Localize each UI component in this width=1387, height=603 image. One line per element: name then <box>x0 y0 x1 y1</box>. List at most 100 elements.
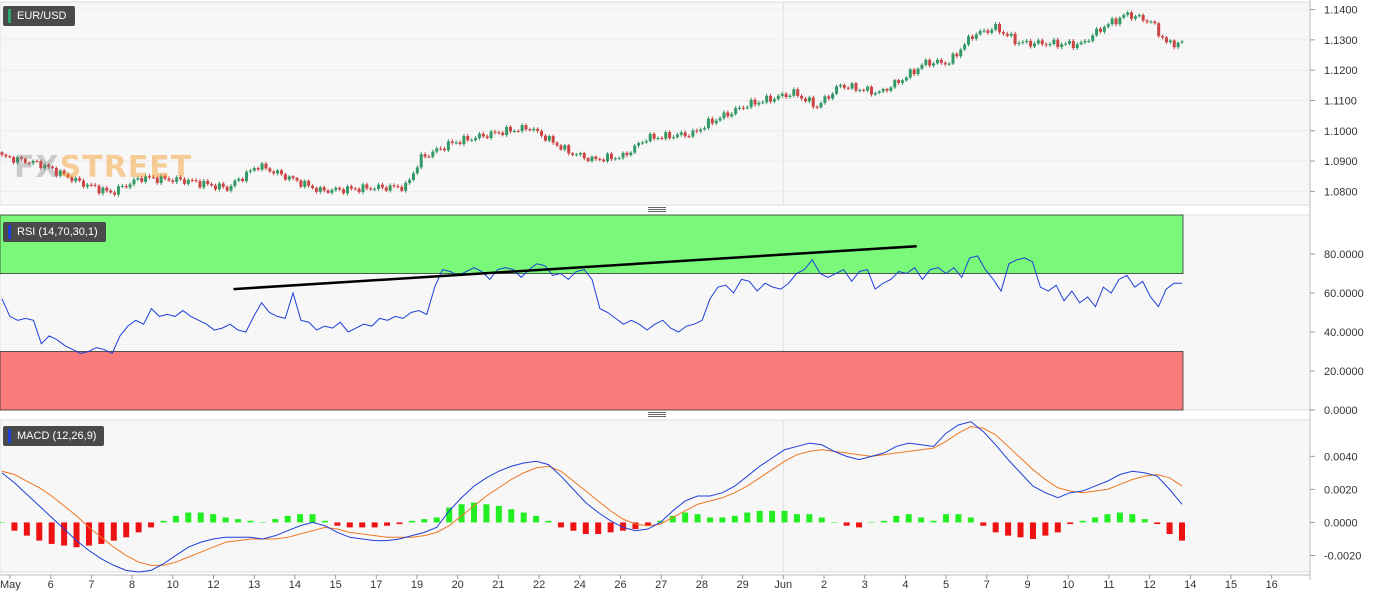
candle-body <box>1025 40 1029 43</box>
candle-body <box>939 59 943 63</box>
macd-histogram-bar <box>110 522 117 541</box>
candle-body <box>256 168 260 170</box>
candle-body <box>4 154 8 157</box>
candle-body <box>311 185 315 189</box>
candle-body <box>179 177 183 180</box>
candle-body <box>540 130 544 136</box>
candle-body <box>1001 32 1005 34</box>
rsi-tick-label: 40.0000 <box>1324 327 1364 339</box>
candle-body <box>532 128 536 131</box>
candle-body <box>827 96 831 99</box>
pane-resize-handle[interactable] <box>648 412 666 418</box>
macd-tick-label: 0.0000 <box>1324 517 1358 529</box>
candle-body <box>1145 20 1149 22</box>
time-tick-label: 15 <box>1225 579 1237 591</box>
candle-body <box>210 184 214 186</box>
candle-body <box>660 138 664 140</box>
candle-body <box>516 131 520 133</box>
macd-histogram-bar <box>856 522 863 528</box>
candle-body <box>590 156 594 162</box>
candle-body <box>470 140 474 142</box>
price-tick-label: 1.1200 <box>1324 65 1358 77</box>
candle-body <box>105 187 109 191</box>
time-tick-label: May <box>0 579 21 591</box>
time-tick-label: 14 <box>1184 579 1196 591</box>
candle-body <box>404 182 408 191</box>
candle-body <box>477 133 481 139</box>
candle-body <box>446 141 450 151</box>
candle-body <box>213 185 217 190</box>
time-tick-label: 2 <box>821 579 827 591</box>
macd-histogram-bar <box>1154 522 1161 525</box>
macd-histogram-bar <box>533 515 540 523</box>
candle-body <box>629 152 633 156</box>
candle-body <box>78 178 82 181</box>
candle-body <box>144 176 148 182</box>
candle-body <box>1176 42 1180 48</box>
candle-body <box>190 179 194 181</box>
candle-body <box>198 181 202 188</box>
macd-histogram-bar <box>545 520 552 523</box>
fxstreet-watermark: FXSTREET <box>14 150 192 185</box>
rsi-label: RSI (14,70,30,1) <box>3 222 106 242</box>
candle-body <box>1079 42 1083 45</box>
macd-histogram-bar <box>235 519 241 523</box>
candle-body <box>741 107 745 109</box>
macd-histogram-bar <box>793 514 800 523</box>
macd-histogram-bar <box>1054 522 1061 533</box>
candle-body <box>462 136 466 145</box>
candle-body <box>136 178 140 180</box>
candle-body <box>1013 33 1017 44</box>
macd-histogram-bar <box>731 515 738 523</box>
candle-body <box>1067 40 1071 44</box>
macd-histogram-bar <box>23 522 30 536</box>
time-tick-label: 19 <box>411 579 423 591</box>
macd-histogram-bar <box>1017 522 1024 538</box>
candle-body <box>602 159 606 162</box>
macd-histogram-bar <box>1129 514 1136 523</box>
candle-body <box>419 154 423 168</box>
candle-body <box>276 170 280 174</box>
candle-body <box>318 187 322 192</box>
macd-histogram-bar <box>1029 522 1036 539</box>
candle-body <box>904 77 908 81</box>
macd-histogram-bar <box>508 509 515 523</box>
macd-histogram-bar <box>644 522 651 526</box>
candle-body <box>897 80 901 83</box>
time-tick-label: 27 <box>655 579 667 591</box>
candle-body <box>287 176 291 180</box>
candle-body <box>248 170 252 172</box>
macd-histogram-bar <box>893 515 900 523</box>
macd-tick-label: 0.0040 <box>1324 451 1358 463</box>
candle-body <box>1075 44 1079 49</box>
time-tick-label: 24 <box>574 579 586 591</box>
candle-body <box>427 156 431 158</box>
candle-body <box>82 180 86 187</box>
candle-body <box>369 188 373 190</box>
macd-histogram-bar <box>384 522 391 526</box>
macd-histogram-bar <box>818 517 825 523</box>
candle-body <box>458 142 462 145</box>
macd-histogram-bar <box>918 517 925 523</box>
macd-histogram-bar <box>123 522 130 538</box>
candle-body <box>1157 23 1161 37</box>
candle-body <box>687 136 691 138</box>
pane-1-background <box>0 1 1311 206</box>
macd-histogram-bar <box>36 522 43 541</box>
time-tick-label: 29 <box>736 579 748 591</box>
candle-body <box>625 152 629 156</box>
candle-body <box>229 185 233 191</box>
candle-body <box>194 180 198 182</box>
candle-body <box>935 59 939 64</box>
time-tick-label: Jun <box>774 579 792 591</box>
candle-body <box>388 185 392 191</box>
macd-histogram-bar <box>1116 512 1123 523</box>
candle-body <box>1091 35 1095 41</box>
macd-histogram-bar <box>421 519 428 523</box>
candle-body <box>0 152 4 155</box>
pane-resize-handle[interactable] <box>648 207 666 213</box>
macd-histogram-bar <box>284 515 291 523</box>
candle-body <box>268 168 272 172</box>
candle-body <box>505 126 509 136</box>
